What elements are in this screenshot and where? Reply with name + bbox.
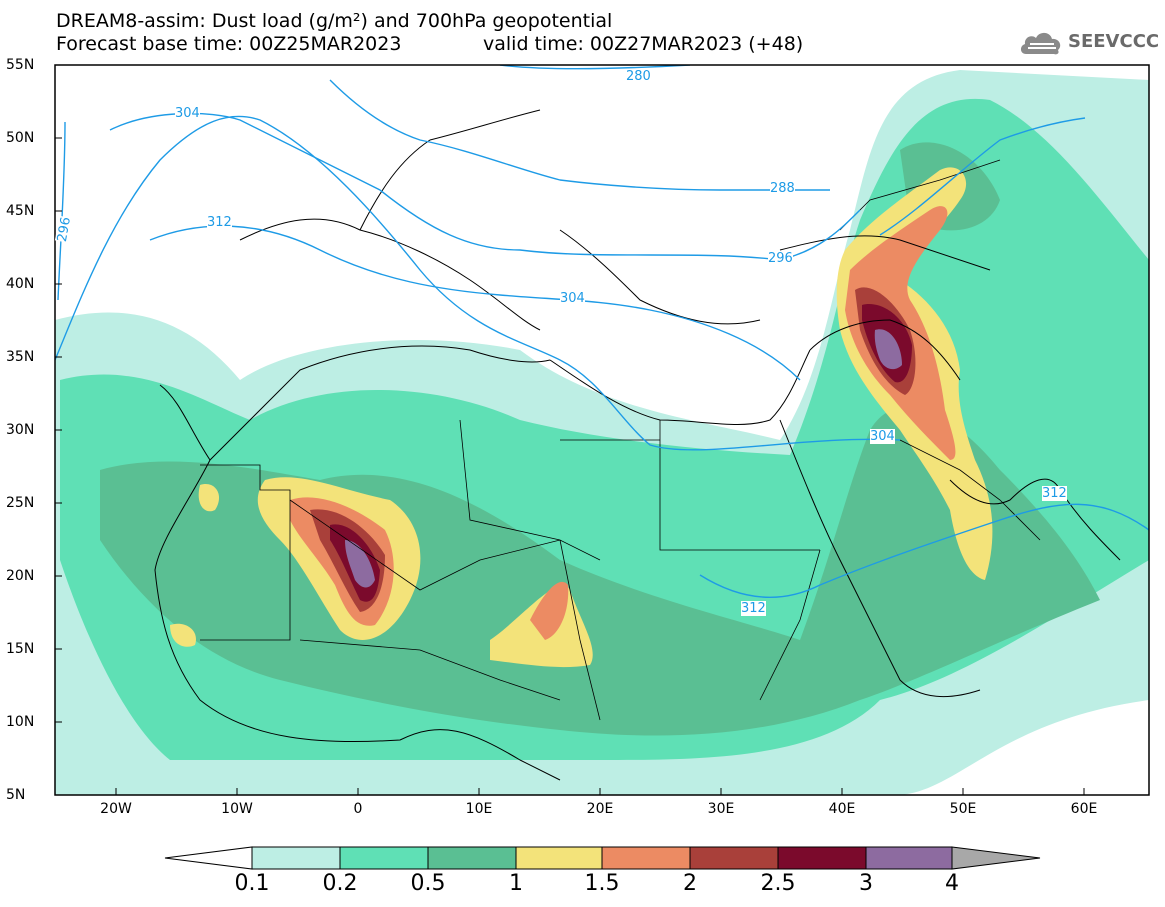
lat-label: 30N bbox=[6, 422, 35, 438]
contour-label: 304 bbox=[175, 106, 200, 121]
map-title: DREAM8-assim: Dust load (g/m²) and 700hP… bbox=[56, 10, 613, 32]
colorbar-label: 1.5 bbox=[584, 871, 620, 896]
contour-label: 312 bbox=[207, 215, 232, 230]
colorbar-label: 0.2 bbox=[322, 871, 358, 896]
lon-label: 60E bbox=[1070, 801, 1098, 817]
lat-label: 5N bbox=[6, 787, 26, 803]
lon-label: 0 bbox=[353, 801, 363, 817]
cloud-icon bbox=[1020, 32, 1061, 55]
lon-label: 30E bbox=[707, 801, 735, 817]
lat-label: 45N bbox=[6, 203, 35, 219]
contour-label: 296 bbox=[768, 251, 793, 266]
contour-label: 280 bbox=[626, 69, 651, 84]
valid-time: valid time: 00Z27MAR2023 (+48) bbox=[483, 33, 804, 55]
lat-label: 55N bbox=[6, 57, 35, 73]
seevccc-logo: SEEVCCC bbox=[1018, 28, 1160, 58]
lon-label: 20E bbox=[586, 801, 614, 817]
lat-label: 20N bbox=[6, 568, 35, 584]
lat-label: 40N bbox=[6, 276, 35, 292]
logo-text: SEEVCCC bbox=[1068, 31, 1160, 52]
colorbar-label: 2 bbox=[683, 871, 697, 896]
contour-label: 288 bbox=[770, 181, 795, 196]
lat-label: 35N bbox=[6, 349, 35, 365]
dust-field-4 bbox=[345, 329, 902, 588]
lat-label: 10N bbox=[6, 714, 35, 730]
axis-ticks bbox=[55, 64, 1085, 795]
lat-label: 50N bbox=[6, 130, 35, 146]
colorbar-label: 0.5 bbox=[410, 871, 446, 896]
contour-label: 312 bbox=[741, 601, 766, 616]
lat-label: 15N bbox=[6, 641, 35, 657]
contour-label: 304 bbox=[560, 291, 585, 306]
lat-label: 25N bbox=[6, 495, 35, 511]
country-borders bbox=[200, 159, 1041, 721]
lon-label: 10E bbox=[465, 801, 493, 817]
colorbar-label: 3 bbox=[859, 871, 873, 896]
contour-label: 312 bbox=[1042, 486, 1067, 501]
lon-label: 20W bbox=[100, 801, 132, 817]
lon-label: 40E bbox=[828, 801, 856, 817]
colorbar-label: 0.1 bbox=[234, 871, 270, 896]
colorbar-label: 4 bbox=[945, 871, 959, 896]
lon-label: 10W bbox=[221, 801, 253, 817]
contour-label: 304 bbox=[870, 429, 895, 444]
forecast-base-time: Forecast base time: 00Z25MAR2023 bbox=[56, 33, 402, 55]
lon-label: 50E bbox=[949, 801, 977, 817]
colorbar-label: 1 bbox=[509, 871, 523, 896]
coastlines bbox=[154, 109, 1121, 781]
colorbar bbox=[164, 846, 1041, 870]
colorbar-label: 2.5 bbox=[760, 871, 796, 896]
